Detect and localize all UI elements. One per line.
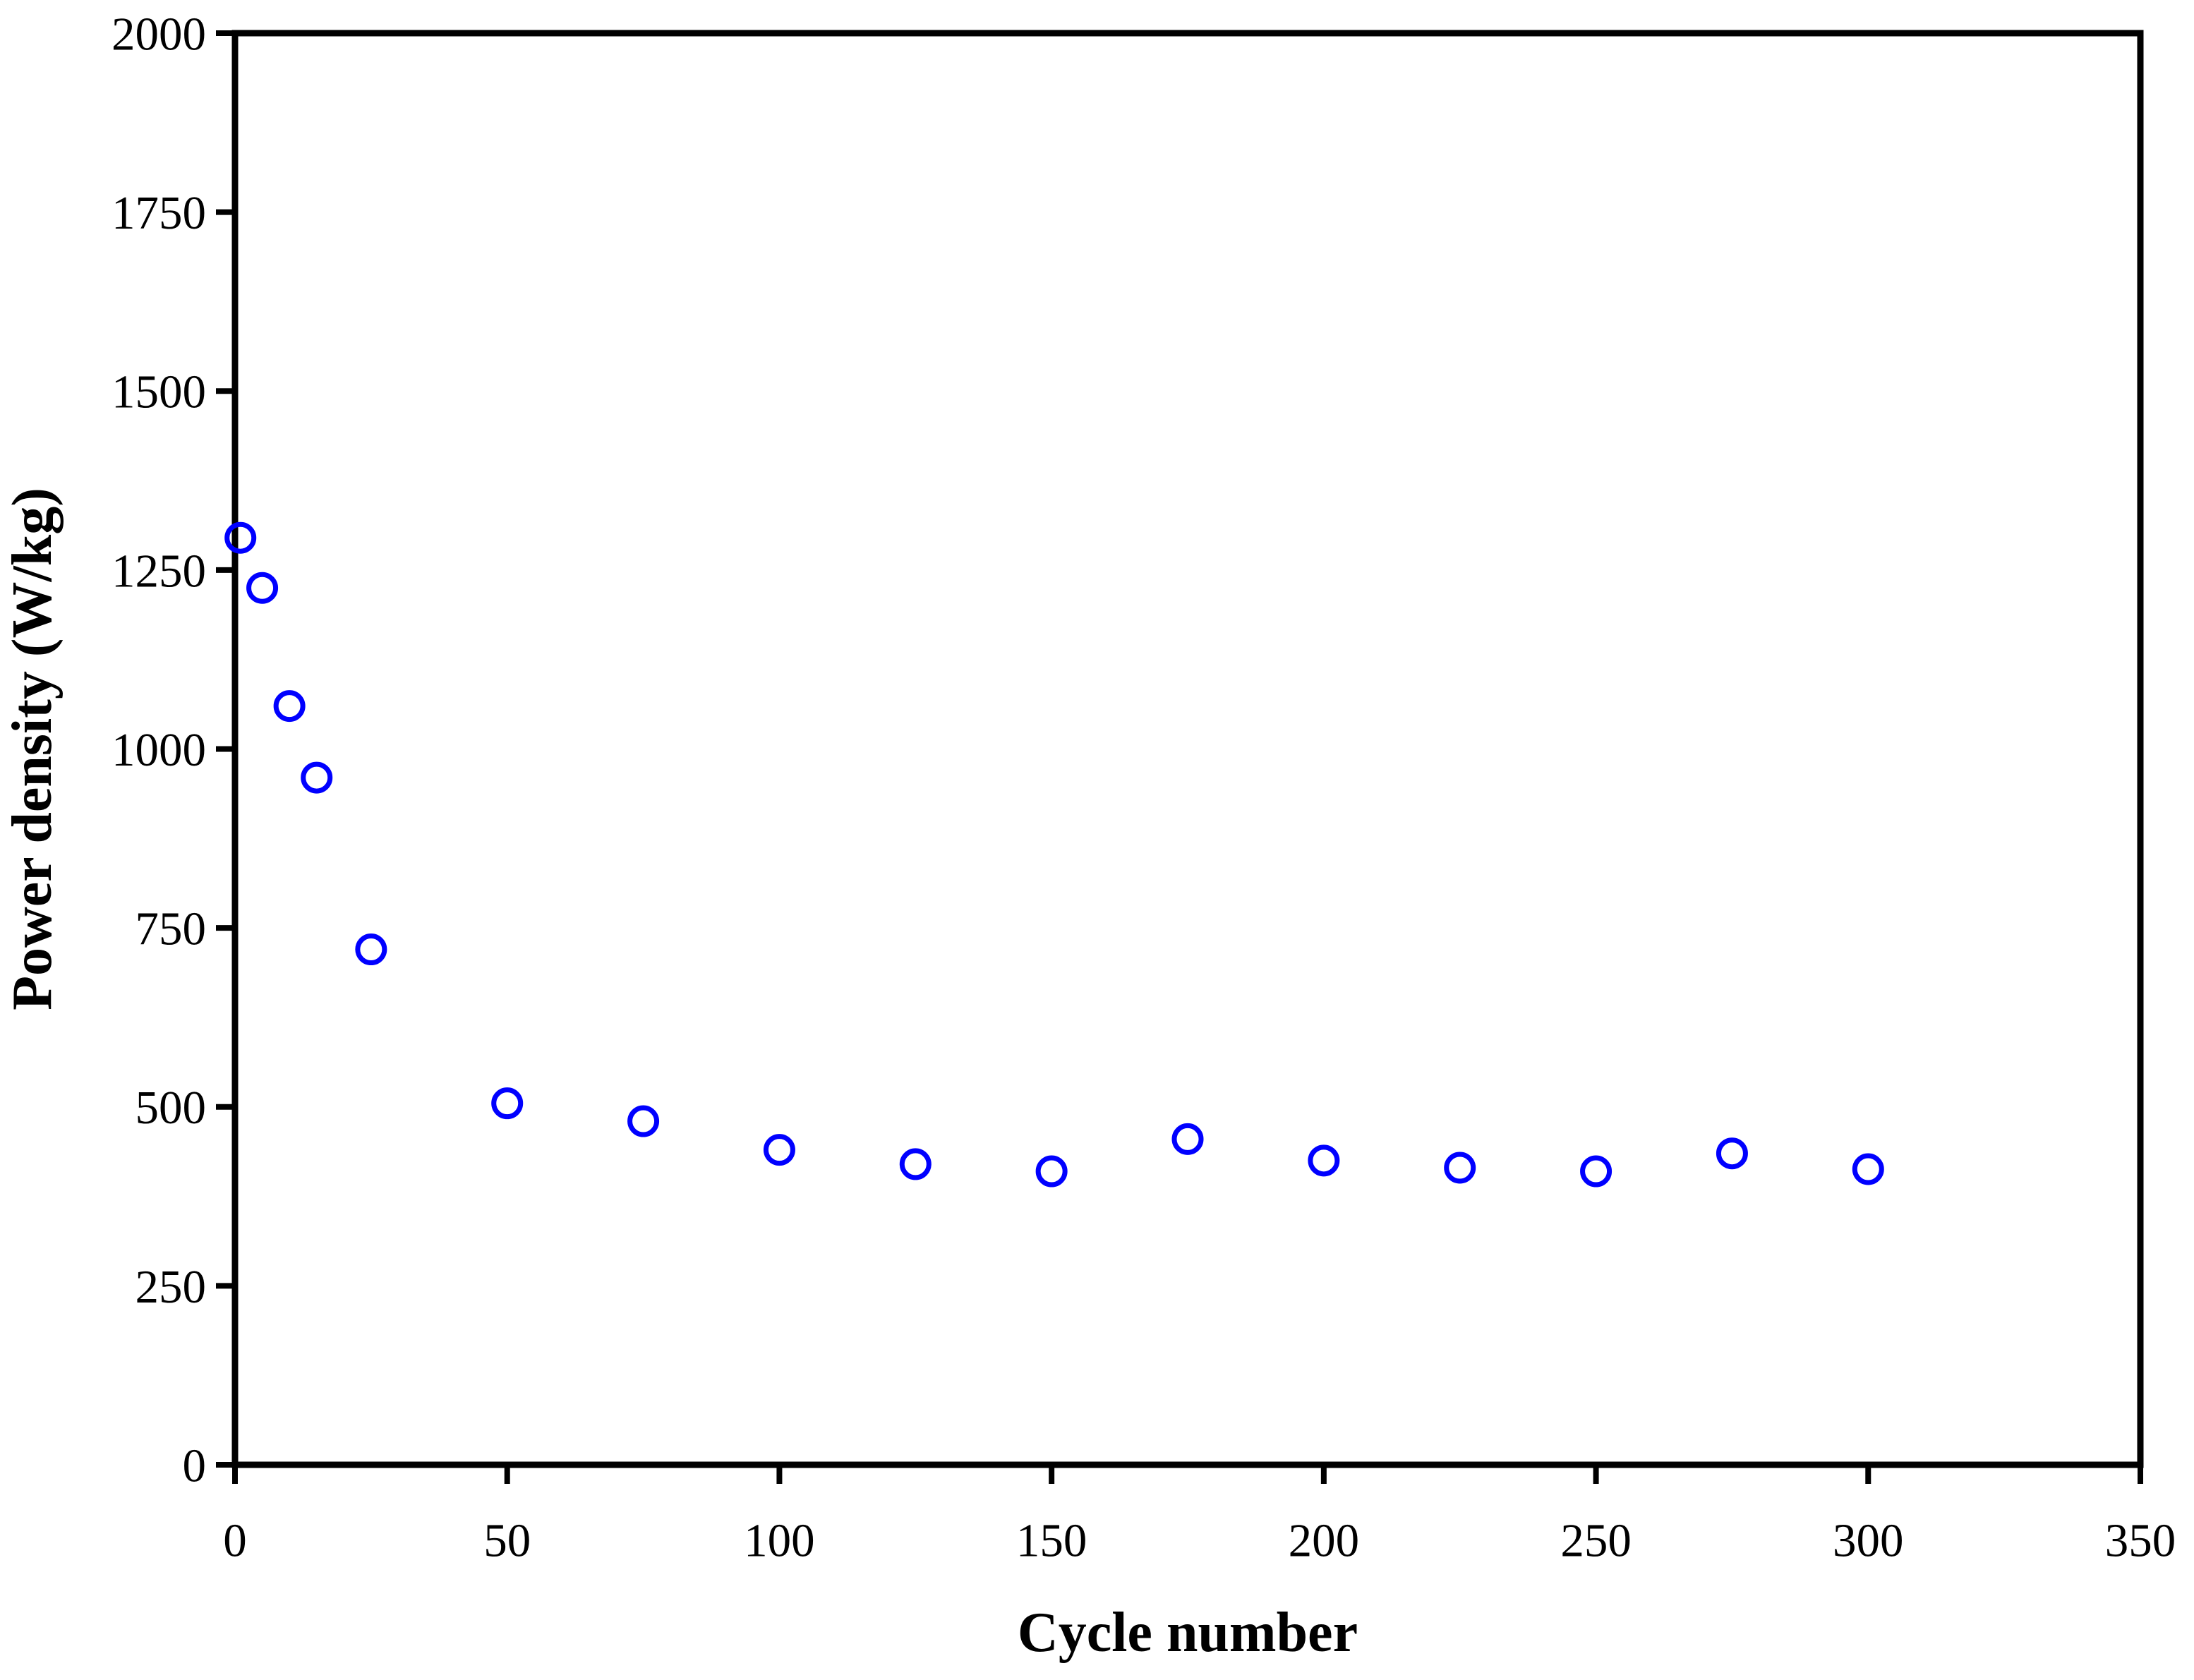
data-point (1308, 1144, 1340, 1177)
plot-frame (231, 30, 2144, 1468)
y-tick-label-500: 500 (135, 1082, 207, 1134)
x-tick-label-250: 250 (1560, 1514, 1632, 1566)
data-point (224, 521, 257, 554)
data-point (273, 690, 306, 723)
y-tick-label-1250: 1250 (111, 545, 206, 597)
data-point (1716, 1137, 1748, 1170)
y-axis-title: Power density (W/kg) (1, 488, 64, 1010)
x-tick-label-200: 200 (1289, 1514, 1360, 1566)
data-point (246, 572, 279, 604)
y-tick-label-250: 250 (135, 1261, 207, 1313)
x-tick-label-0: 0 (223, 1514, 247, 1566)
data-point (301, 761, 333, 794)
plot-border (231, 30, 2144, 1468)
data-point (1171, 1123, 1204, 1155)
x-tick-label-50: 50 (483, 1514, 531, 1566)
data-series-points (224, 521, 1884, 1188)
data-point (491, 1087, 524, 1120)
y-tick-label-2000: 2000 (111, 8, 206, 60)
data-point (1444, 1152, 1476, 1184)
data-point (899, 1148, 932, 1180)
y-tick-label-1750: 1750 (111, 187, 206, 239)
y-tick-label-750: 750 (135, 903, 207, 955)
x-tick-label-150: 150 (1016, 1514, 1087, 1566)
x-axis-title: Cycle number (1018, 1602, 1358, 1664)
x-tick-label-100: 100 (744, 1514, 815, 1566)
axis-tick-labels: 0 250 500 750 1000 1250 1500 1750 2000 0 50 100 150 2… (111, 8, 2176, 1566)
data-point (1580, 1155, 1613, 1188)
data-point (627, 1105, 660, 1137)
data-point (763, 1134, 795, 1166)
axis-ticks (216, 30, 2143, 1484)
data-point (1035, 1155, 1068, 1188)
y-tick-label-0: 0 (183, 1439, 207, 1492)
data-point (355, 933, 387, 966)
x-tick-label-350: 350 (2105, 1514, 2176, 1566)
y-tick-label-1000: 1000 (111, 724, 206, 776)
x-tick-label-300: 300 (1833, 1514, 1904, 1566)
y-tick-label-1500: 1500 (111, 366, 206, 418)
data-point (1852, 1153, 1884, 1185)
